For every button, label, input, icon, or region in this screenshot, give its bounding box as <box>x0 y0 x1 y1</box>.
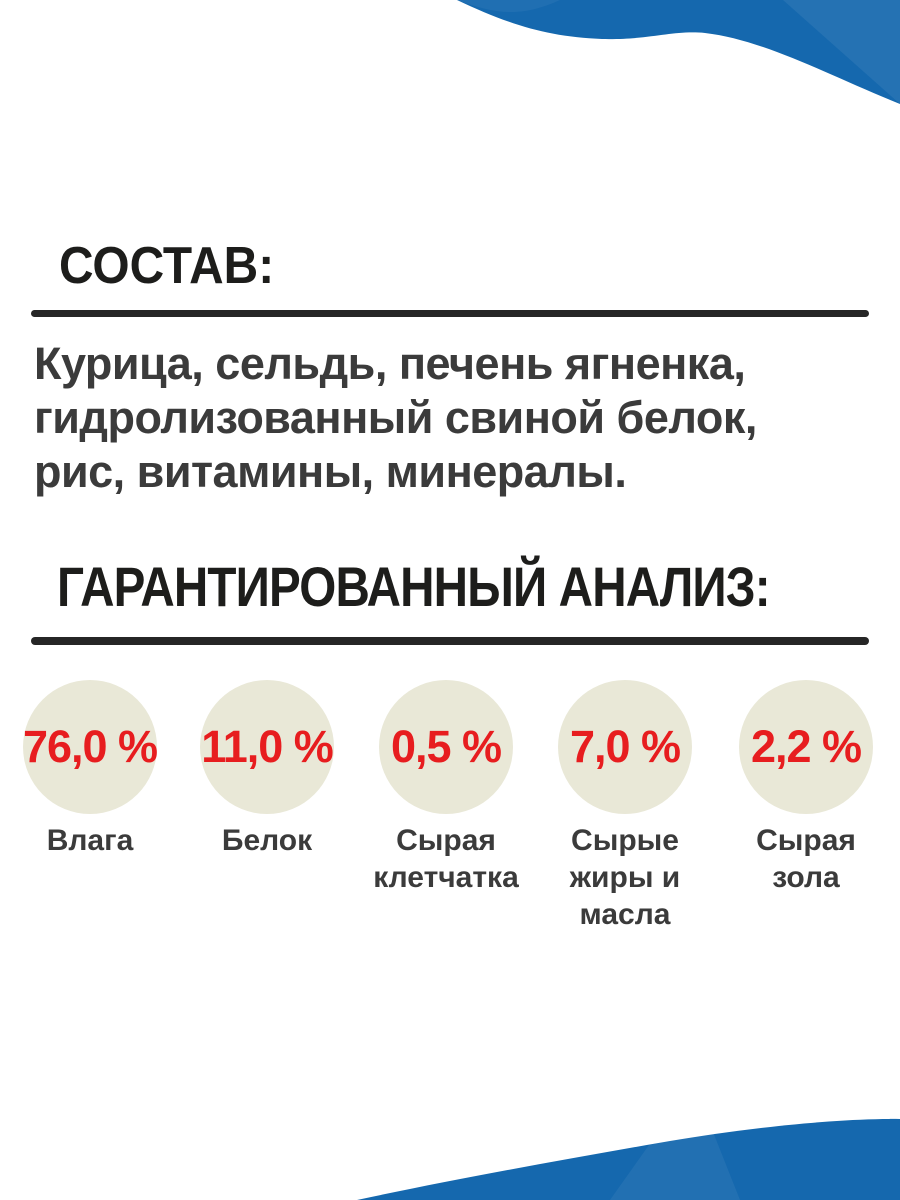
percent-circle: 2,2 % <box>739 680 873 814</box>
percent-value: 76,0 % <box>22 721 158 772</box>
composition-text: Курица, сельдь, печень ягненка, гидролиз… <box>34 337 874 499</box>
composition-text-line: рис, витамины, минералы. <box>34 446 627 497</box>
composition-heading: СОСТАВ: <box>59 237 275 295</box>
percent-circle: 11,0 % <box>200 680 334 814</box>
percent-value: 7,0 % <box>569 721 681 772</box>
percent-value: 0,5 % <box>390 721 502 772</box>
percent-value: 2,2 % <box>750 721 862 772</box>
composition-text-line: Курица, сельдь, печень ягненка, <box>34 338 746 389</box>
analysis-item-label: Сырые жиры и масла <box>569 824 681 931</box>
percent-circle: 0,5 % <box>379 680 513 814</box>
analysis-item-crude-fats-oils: 7,0 % Сырые жиры и масла <box>536 680 714 933</box>
analysis-item-label: Влага <box>46 824 134 857</box>
analysis-item-label: Белок <box>221 824 313 857</box>
analysis-heading: ГАРАНТИРОВАННЫЙ АНАЛИЗ: <box>57 555 771 618</box>
analysis-item-label: Сырая клетчатка <box>373 824 519 894</box>
analysis-item-protein: 11,0 % Белок <box>178 680 356 859</box>
percent-circle: 76,0 % <box>22 680 158 814</box>
composition-divider <box>31 310 869 317</box>
analysis-item-crude-fiber: 0,5 % Сырая клетчатка <box>357 680 535 896</box>
analysis-divider <box>31 637 869 645</box>
percent-value: 11,0 % <box>201 721 334 772</box>
percent-circle: 7,0 % <box>558 680 692 814</box>
bottom-wave-shape <box>357 1118 900 1200</box>
analysis-item-label: Сырая зола <box>756 824 856 894</box>
analysis-item-moisture: 76,0 % Влага <box>1 680 179 859</box>
analysis-item-crude-ash: 2,2 % Сырая зола <box>717 680 895 896</box>
top-wave-shape <box>457 0 900 104</box>
composition-text-line: гидролизованный свиной белок, <box>34 392 757 443</box>
